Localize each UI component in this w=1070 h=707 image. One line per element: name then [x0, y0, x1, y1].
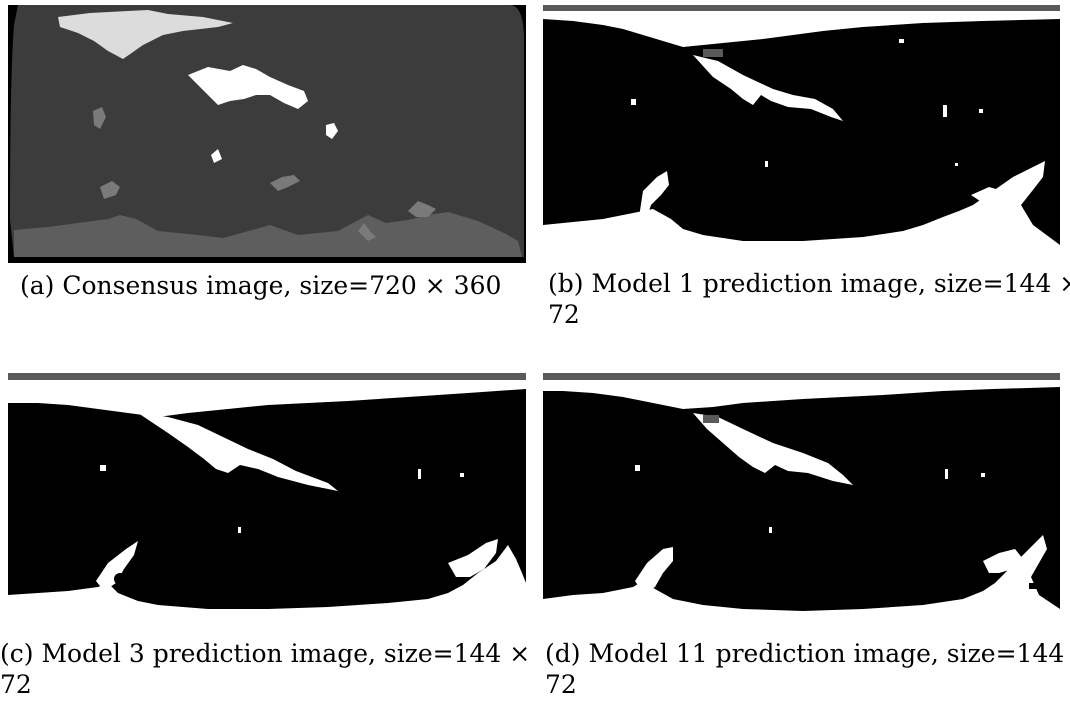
caption-d-line2: 72	[545, 670, 577, 699]
model-3-prediction-image	[8, 373, 526, 631]
caption-c: (c) Model 3 prediction image, size=144 ×…	[0, 638, 530, 700]
caption-d-line1: (d) Model 11 prediction image, size=144 …	[545, 639, 1070, 668]
caption-b-line1: (b) Model 1 prediction image, size=144 ×	[548, 269, 1070, 298]
panel-b-model-1-prediction	[543, 5, 1060, 260]
caption-b-line2: 72	[548, 300, 580, 329]
prediction-right-white-blob	[448, 539, 498, 577]
caption-d: (d) Model 11 prediction image, size=144 …	[545, 638, 1070, 700]
prediction-top-gray-band	[543, 5, 1060, 11]
consensus-top-blob	[58, 10, 233, 59]
model-11-prediction-image	[543, 373, 1060, 631]
prediction-left-white-blob	[96, 541, 138, 591]
consensus-gray-blob-1	[93, 107, 106, 129]
prediction-right-white-blob	[971, 187, 1013, 211]
model-1-prediction-image	[543, 5, 1060, 260]
caption-a: (a) Consensus image, size=720 × 360	[20, 270, 501, 301]
prediction-top-white-region	[543, 380, 1060, 409]
prediction-left-white-blob	[639, 171, 669, 217]
consensus-white-blob-small-1	[326, 123, 338, 139]
prediction-bottom-white-region	[8, 545, 526, 631]
prediction-top-gray-band	[543, 373, 1060, 380]
prediction-top-white-region	[543, 11, 1060, 47]
caption-a-line1: (a) Consensus image, size=720 × 360	[20, 271, 502, 300]
prediction-right-white-blob	[983, 549, 1023, 573]
consensus-main-region	[10, 5, 524, 257]
prediction-bottom-white-region	[543, 535, 1060, 631]
prediction-top-white-region	[8, 380, 526, 417]
panel-d-model-11-prediction	[543, 373, 1060, 631]
consensus-gray-blob-4	[358, 223, 376, 241]
consensus-white-blob-small-2	[211, 149, 222, 163]
consensus-gray-blob-3	[270, 175, 300, 191]
caption-b: (b) Model 1 prediction image, size=144 ×…	[548, 268, 1070, 330]
prediction-top-gray-band	[8, 373, 526, 380]
prediction-left-white-blob	[635, 547, 673, 593]
consensus-lower-band	[14, 212, 522, 257]
prediction-upper-white-streak	[138, 413, 338, 491]
panel-a-consensus-image	[8, 5, 526, 263]
consensus-white-blob-large	[188, 65, 308, 109]
prediction-upper-white-streak	[693, 413, 853, 485]
prediction-upper-white-streak	[693, 55, 843, 121]
consensus-gray-blob-2	[100, 181, 120, 199]
consensus-image	[8, 5, 526, 263]
panel-c-model-3-prediction	[8, 373, 526, 631]
consensus-gray-blob-5	[408, 201, 436, 217]
caption-c-line1: (c) Model 3 prediction image, size=144 ×	[0, 639, 531, 668]
prediction-bottom-white-region	[543, 161, 1060, 260]
caption-c-line2: 72	[0, 670, 32, 699]
